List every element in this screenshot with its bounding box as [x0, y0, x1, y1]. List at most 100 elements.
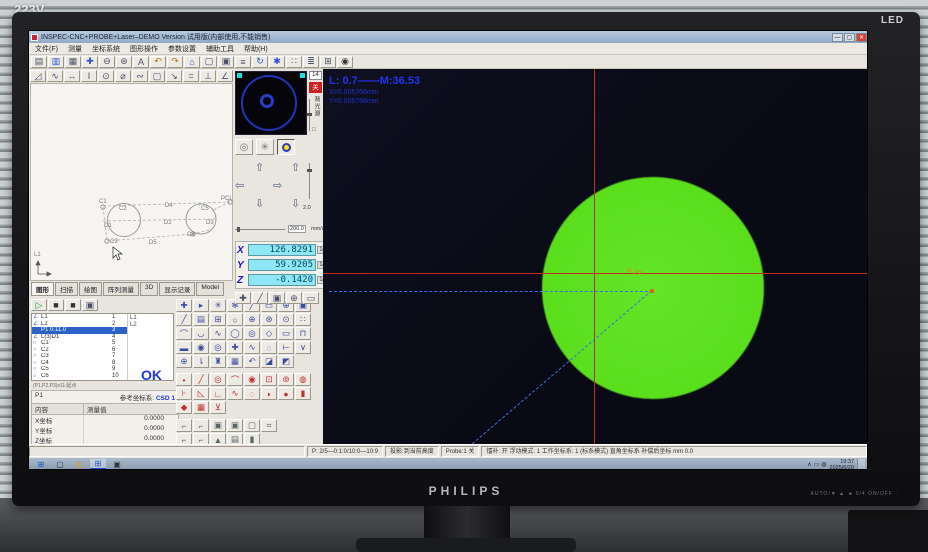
palette-tool-icon[interactable]: ⊢: [278, 341, 294, 354]
measure-tool-icon[interactable]: ∠: [217, 70, 233, 82]
palette-tool-icon[interactable]: ▮: [295, 387, 311, 400]
measure-tool-icon[interactable]: ∿: [47, 70, 63, 82]
toolbar-icon[interactable]: ⊛: [116, 55, 132, 68]
toolbar-icon[interactable]: ↷: [167, 55, 183, 68]
measurement-viewport[interactable]: L: 0.7——M:36.53 X=0.005766mm Y=0.005768m…: [323, 69, 867, 444]
view-tab[interactable]: 3D: [140, 282, 159, 296]
view-tab[interactable]: 阵列测量: [103, 282, 139, 296]
view-tab[interactable]: 绘图: [79, 282, 102, 296]
dro-tool-icon[interactable]: ▭: [303, 292, 319, 304]
reference-list[interactable]: L1 L2: [128, 314, 173, 380]
program-list-item[interactable]: ○ C1 5: [32, 340, 127, 347]
menu-item[interactable]: 辅助工具: [205, 45, 234, 53]
dro-tool-icon[interactable]: ▣: [269, 292, 285, 304]
segment-light-button[interactable]: ✳: [256, 139, 274, 155]
program-list-item[interactable]: ○ C5 9: [32, 366, 127, 373]
view-tab[interactable]: 显示记录: [159, 282, 196, 296]
program-list-item[interactable]: ○ C4 8: [32, 360, 127, 367]
palette-tool-icon[interactable]: ▦: [227, 355, 243, 368]
palette-tool-icon[interactable]: ✚: [176, 299, 192, 312]
palette-tool-icon[interactable]: ▬: [176, 341, 192, 354]
palette-tool-icon[interactable]: ◍: [295, 373, 311, 386]
menu-item[interactable]: 文件(F): [35, 45, 58, 53]
sketch-canvas[interactable]: C1 C2 D4 C5 PCL D1 D2 D3 C3 D5 C4 L1: [30, 83, 233, 281]
toolbar-icon[interactable]: ▦: [65, 55, 81, 68]
menu-item[interactable]: 测量: [67, 45, 82, 53]
taskbar-app-icon[interactable]: ▣: [113, 460, 121, 469]
taskbar-app-icon[interactable]: ▢: [56, 460, 64, 469]
palette-tool-icon[interactable]: ▦: [193, 401, 209, 414]
measure-tool-icon[interactable]: ⊙: [98, 70, 114, 82]
toolbar-icon[interactable]: ⊞: [320, 55, 336, 68]
z-speed-slider[interactable]: [307, 163, 312, 199]
palette-tool-icon[interactable]: ⌒: [227, 373, 243, 386]
toolbar-icon[interactable]: ↻: [252, 55, 268, 68]
coaxial-light-button[interactable]: [277, 139, 295, 155]
measure-tool-icon[interactable]: ▢: [149, 70, 165, 82]
palette-tool-icon[interactable]: ✳: [210, 299, 226, 312]
palette-tool-icon[interactable]: ▤: [193, 313, 209, 326]
toolbar-icon[interactable]: ▤: [31, 55, 47, 68]
toolbar-icon[interactable]: ✱: [269, 55, 285, 68]
palette-tool-icon[interactable]: ◗: [261, 387, 277, 400]
measure-tool-icon[interactable]: ⌀: [115, 70, 131, 82]
program-toolbar-icon[interactable]: ■: [48, 299, 64, 311]
measure-tool-icon[interactable]: ◿: [30, 70, 46, 82]
palette-tool-icon[interactable]: ◯: [227, 327, 243, 340]
palette-tool-icon[interactable]: ◆: [176, 401, 192, 414]
tray-icon[interactable]: ∧: [807, 462, 812, 468]
toolbar-icon[interactable]: ▣: [218, 55, 234, 68]
program-list[interactable]: ∠ L1 1 ∠ L2 2 ▸ P1 0.11.0: [32, 314, 128, 380]
xy-speed-slider[interactable]: [235, 227, 285, 232]
palette-tool-icon[interactable]: ⊙: [278, 313, 294, 326]
jog-right-button[interactable]: ⇨: [273, 180, 283, 192]
reference-item[interactable]: L2: [130, 322, 137, 328]
palette-tool-icon[interactable]: ♜: [210, 355, 226, 368]
palette-tool-icon[interactable]: ⌐: [176, 419, 192, 432]
toolbar-icon[interactable]: ▥: [48, 55, 64, 68]
program-list-item[interactable]: ○ C2 6: [32, 347, 127, 354]
palette-tool-icon[interactable]: ⊦: [176, 387, 192, 400]
palette-tool-icon[interactable]: ◎: [210, 373, 226, 386]
palette-tool-icon[interactable]: ⊕: [244, 313, 260, 326]
toolbar-icon[interactable]: ≣: [303, 55, 319, 68]
palette-tool-icon[interactable]: ◇: [261, 327, 277, 340]
palette-tool-icon[interactable]: ◎: [244, 327, 260, 340]
palette-tool-icon[interactable]: ⌒: [176, 327, 192, 340]
palette-tool-icon[interactable]: ▭: [278, 327, 294, 340]
view-tab[interactable]: 图形: [31, 282, 54, 296]
palette-tool-icon[interactable]: ◎: [210, 341, 226, 354]
program-list-item[interactable]: ○ C3 7: [32, 353, 127, 360]
palette-tool-icon[interactable]: ∿: [210, 327, 226, 340]
jog-z-up-button[interactable]: ⇧: [291, 162, 301, 174]
dro-tool-icon[interactable]: ✚: [235, 292, 251, 304]
palette-tool-icon[interactable]: ◉: [193, 341, 209, 354]
jog-down-button[interactable]: ⇩: [255, 198, 265, 210]
toolbar-icon[interactable]: ≡: [235, 55, 251, 68]
show-desktop-button[interactable]: [857, 459, 865, 469]
measure-tool-icon[interactable]: ⊥: [200, 70, 216, 82]
palette-tool-icon[interactable]: ⊚: [278, 373, 294, 386]
measure-tool-icon[interactable]: =: [183, 70, 199, 82]
palette-tool-icon[interactable]: ◺: [193, 387, 209, 400]
toolbar-icon[interactable]: ⊖: [99, 55, 115, 68]
toolbar-icon[interactable]: ⌂: [184, 55, 200, 68]
program-toolbar-icon[interactable]: ■: [65, 299, 81, 311]
dro-tool-icon[interactable]: ⊕: [286, 292, 302, 304]
toolbar-icon[interactable]: ∷: [286, 55, 302, 68]
palette-tool-icon[interactable]: ∿: [244, 341, 260, 354]
palette-tool-icon[interactable]: ◩: [278, 355, 294, 368]
palette-tool-icon[interactable]: ▸: [193, 299, 209, 312]
program-toolbar-icon[interactable]: ▣: [82, 299, 98, 311]
dro-tool-icon[interactable]: ╱: [252, 292, 268, 304]
palette-tool-icon[interactable]: ⊞: [210, 313, 226, 326]
ring-light-button[interactable]: ◎: [235, 139, 253, 155]
jog-left-button[interactable]: ⇦: [235, 180, 245, 192]
palette-tool-icon[interactable]: ◌: [244, 387, 260, 400]
palette-tool-icon[interactable]: ∟: [210, 387, 226, 400]
window-control-button[interactable]: —: [832, 32, 843, 42]
palette-tool-icon[interactable]: ⌐: [193, 419, 209, 432]
toolbar-icon[interactable]: A: [133, 55, 149, 68]
palette-tool-icon[interactable]: ∿: [227, 387, 243, 400]
view-tab[interactable]: 扫描: [55, 282, 78, 296]
